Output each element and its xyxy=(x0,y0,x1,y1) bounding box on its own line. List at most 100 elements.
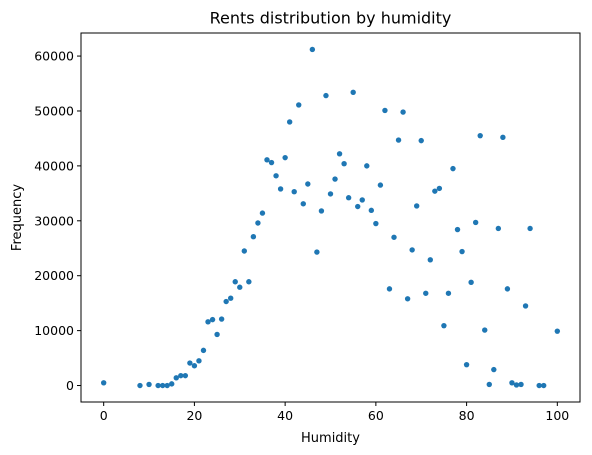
data-point xyxy=(273,173,279,179)
data-point xyxy=(277,186,284,192)
data-point xyxy=(432,188,438,194)
data-point xyxy=(259,210,266,216)
data-point xyxy=(382,107,388,114)
data-point xyxy=(305,181,311,187)
data-point xyxy=(191,363,198,369)
data-point xyxy=(318,208,325,214)
data-point xyxy=(518,381,524,388)
x-tick-label: 80 xyxy=(459,408,475,423)
data-point xyxy=(441,322,447,329)
data-point xyxy=(268,159,275,166)
data-point xyxy=(336,151,343,157)
y-tick-label: 10000 xyxy=(34,323,74,338)
data-point xyxy=(291,188,297,195)
data-point xyxy=(350,89,356,96)
data-point xyxy=(100,380,107,386)
data-point xyxy=(309,46,316,53)
data-point xyxy=(536,382,542,389)
data-point xyxy=(368,207,375,214)
data-point xyxy=(345,195,352,201)
data-point xyxy=(527,225,533,232)
axis-ticks: 0 20 40 60 80 100 0 10000 20000 30000 40000 50000 60… xyxy=(34,49,569,423)
data-point xyxy=(169,381,175,387)
data-point xyxy=(187,360,193,366)
data-point xyxy=(500,134,506,141)
data-points xyxy=(100,46,561,389)
data-point xyxy=(554,328,561,334)
x-tick-label: 100 xyxy=(545,408,569,423)
data-point xyxy=(232,279,238,285)
data-point xyxy=(182,372,189,379)
data-point xyxy=(228,295,234,301)
data-point xyxy=(282,154,288,161)
data-point xyxy=(386,286,393,292)
data-point xyxy=(264,157,270,163)
data-point xyxy=(395,137,402,143)
data-point xyxy=(472,219,479,226)
data-point xyxy=(200,347,207,354)
data-point xyxy=(250,234,257,240)
data-point xyxy=(173,375,179,381)
data-point xyxy=(364,163,370,169)
data-point xyxy=(463,361,470,368)
data-point xyxy=(450,165,456,172)
data-point xyxy=(205,319,211,325)
data-point xyxy=(509,380,515,386)
data-point xyxy=(418,137,424,144)
data-point xyxy=(409,247,415,253)
y-tick-label: 30000 xyxy=(34,213,74,228)
y-tick-label: 60000 xyxy=(34,49,74,64)
data-point xyxy=(482,327,488,333)
data-point xyxy=(323,92,329,99)
data-point xyxy=(486,381,492,388)
data-point xyxy=(541,382,547,389)
data-point xyxy=(355,203,361,210)
y-tick-label: 20000 xyxy=(34,268,74,283)
data-point xyxy=(164,382,170,389)
data-point xyxy=(218,316,225,322)
data-point xyxy=(413,203,420,209)
data-point xyxy=(373,220,379,227)
y-tick-label: 50000 xyxy=(34,103,74,118)
data-point xyxy=(504,286,511,292)
x-tick-label: 60 xyxy=(368,408,384,423)
data-point xyxy=(391,234,397,240)
data-point xyxy=(427,257,433,263)
data-point xyxy=(155,382,161,389)
y-tick-label: 40000 xyxy=(34,158,74,173)
data-point xyxy=(400,109,406,115)
data-point xyxy=(178,372,184,379)
data-point xyxy=(209,316,216,323)
chart-title: Rents distribution by humidity xyxy=(210,9,452,28)
data-point xyxy=(246,279,252,285)
data-point xyxy=(300,201,306,207)
data-point xyxy=(522,303,529,309)
data-point xyxy=(214,331,220,338)
data-point xyxy=(477,132,483,139)
data-point xyxy=(296,102,302,108)
data-point xyxy=(241,248,248,254)
data-point xyxy=(468,279,474,285)
data-point xyxy=(223,298,229,305)
x-axis-label: Humidity xyxy=(301,431,360,446)
data-point xyxy=(327,191,334,197)
x-tick-label: 40 xyxy=(277,408,293,423)
data-point xyxy=(404,296,411,302)
data-point xyxy=(137,382,143,389)
data-point xyxy=(196,358,202,364)
data-point xyxy=(146,381,152,388)
x-tick-label: 20 xyxy=(186,408,202,423)
data-point xyxy=(445,290,452,296)
data-point xyxy=(255,220,261,226)
data-point xyxy=(377,182,384,188)
data-point xyxy=(341,160,347,167)
data-point xyxy=(286,119,293,125)
data-point xyxy=(423,290,429,296)
y-tick-label: 0 xyxy=(66,378,74,393)
data-point xyxy=(491,366,497,373)
data-point xyxy=(436,185,443,192)
data-point xyxy=(314,249,320,255)
data-point xyxy=(159,382,166,389)
